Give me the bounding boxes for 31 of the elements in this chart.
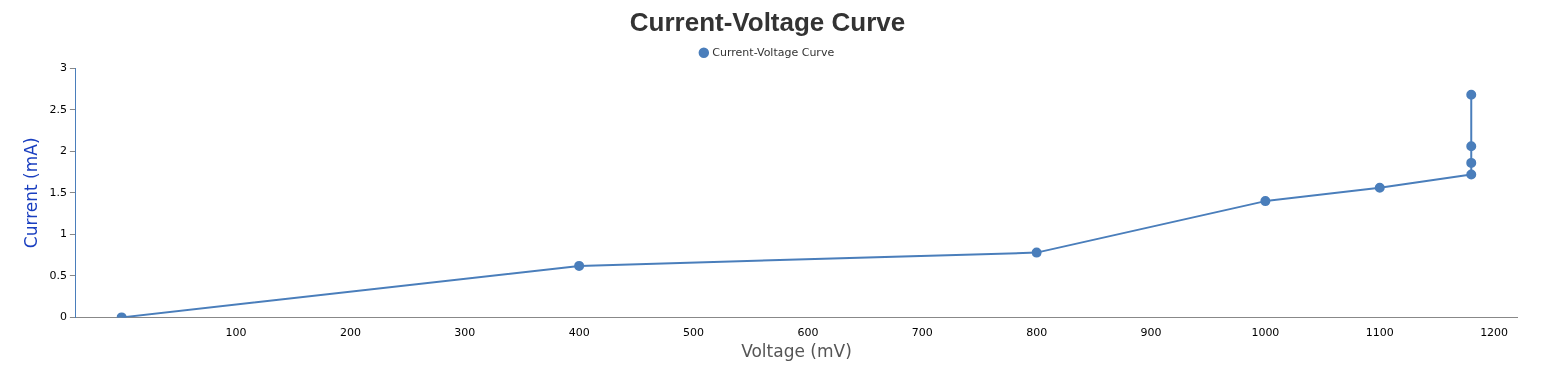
x-tick-label: 700 [911,325,933,339]
x-tick-label: 400 [568,325,590,339]
y-tick-label: 1 [59,227,67,241]
x-tick-label: 600 [797,325,819,339]
y-tick-label: 2.5 [49,102,67,116]
y-tick-label: 3 [59,61,67,75]
x-tick-label: 900 [1140,325,1162,339]
point [1031,247,1042,258]
y-tick-label: 1.5 [49,185,67,199]
legend-label: Current-Voltage Curve [712,45,835,59]
y-tick-label: 0 [59,310,67,324]
point [1374,182,1385,193]
x-axis-title: Voltage (mV) [741,341,852,362]
x-tick-label: 100 [225,325,247,339]
y-tick-label: 2 [59,144,67,158]
x-tick-label: 1200 [1480,325,1509,339]
point [1466,141,1477,152]
x-tick-label: 1100 [1365,325,1394,339]
point [574,260,585,271]
y-tick-label: 0.5 [49,268,67,282]
x-tick-label: 800 [1026,325,1048,339]
chart-title: Current-Voltage Curve [629,6,906,37]
y-axis-title: Current (mA) [20,137,41,249]
x-tick-label: 500 [683,325,705,339]
point [1466,169,1477,180]
x-tick-label: 1000 [1251,325,1280,339]
x-tick-label: 200 [339,325,361,339]
x-tick-label: 300 [454,325,476,339]
point [1260,196,1271,207]
point [1466,89,1477,100]
point [1466,157,1477,168]
